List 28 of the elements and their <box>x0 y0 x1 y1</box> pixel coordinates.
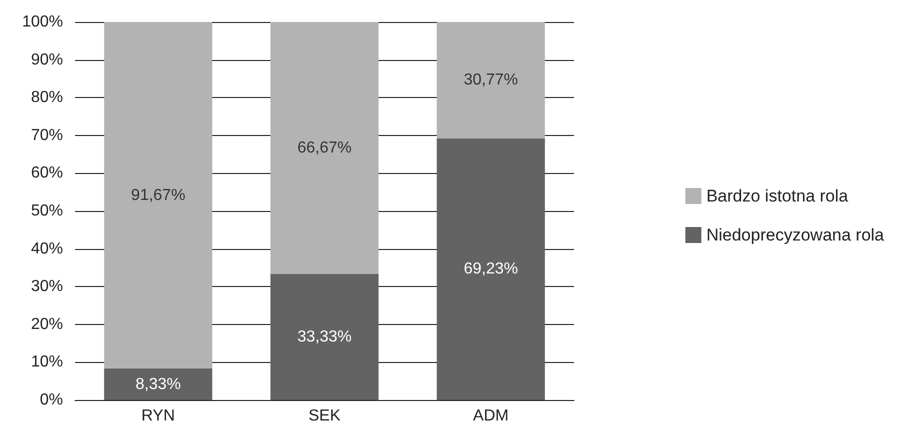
y-tick-label: 90% <box>30 51 63 68</box>
bar <box>104 22 212 369</box>
data-label: 69,23% <box>464 260 518 278</box>
y-tick-label: 50% <box>30 202 63 220</box>
bar <box>270 274 379 400</box>
data-label: 66,67% <box>297 140 352 157</box>
legend-label: Bardzo istotna rola <box>706 186 849 206</box>
x-tick-label: SEK <box>308 408 341 424</box>
bar <box>104 368 212 400</box>
y-tick-label: 70% <box>30 126 63 144</box>
data-label: 33,33% <box>297 328 352 346</box>
legend-label: Niedoprecyzowana rola <box>706 226 885 244</box>
bar <box>436 138 545 400</box>
bar <box>436 22 545 138</box>
y-tick-label: 30% <box>30 278 63 296</box>
y-tick-label: 100% <box>22 14 63 30</box>
data-label: 91,67% <box>131 186 186 204</box>
data-label: 30,77% <box>464 72 518 89</box>
y-tick-label: 60% <box>30 164 63 182</box>
y-tick-label: 80% <box>30 89 63 106</box>
y-tick-label: 40% <box>30 240 63 258</box>
bar <box>270 22 379 274</box>
y-tick-label: 20% <box>30 316 63 333</box>
y-tick-label: 0% <box>40 392 63 408</box>
data-label: 8,33% <box>135 376 181 393</box>
y-tick-label: 10% <box>30 354 63 371</box>
x-tick-label: RYN <box>141 408 175 424</box>
x-tick-label: ADM <box>473 408 509 424</box>
